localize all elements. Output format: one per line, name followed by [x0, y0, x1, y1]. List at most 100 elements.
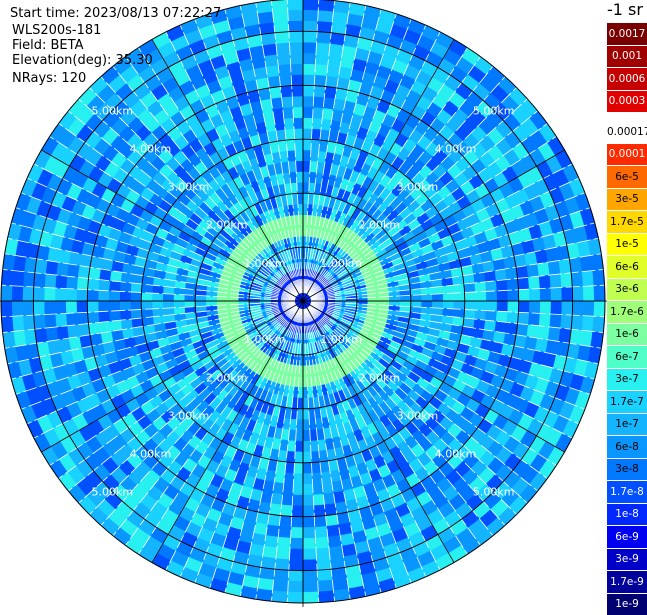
range-gate-cell: [34, 273, 46, 288]
colorbar-cell: 0.0017: [607, 22, 647, 45]
range-gate-cell: [464, 309, 475, 319]
range-gate-cell: [593, 269, 605, 285]
range-gate-cell: [277, 537, 291, 549]
range-gate-cell: [291, 516, 303, 527]
range-gate-cell: [289, 549, 303, 560]
colorbar-tick-label: 3e-6: [607, 282, 647, 296]
range-gate-cell: [56, 262, 68, 276]
range-gate-cell: [98, 290, 109, 301]
range-gate-cell: [131, 283, 142, 293]
range-gate-cell: [572, 286, 583, 301]
range-gate-cell: [303, 182, 309, 193]
range-gate-cell: [516, 266, 528, 279]
range-gate-cell: [33, 287, 44, 301]
colorbar-tick-label: 6e-5: [607, 170, 647, 184]
range-gate-cell: [131, 309, 142, 319]
range-gate-cell: [257, 11, 273, 24]
range-gate-cell: [287, 440, 295, 451]
range-gate-cell: [295, 139, 303, 150]
field-label: Field: BETA: [12, 38, 83, 53]
range-gate-cell: [551, 287, 562, 301]
range-gate-cell: [56, 326, 68, 340]
range-gate-cell: [292, 96, 303, 107]
range-gate-cell: [582, 316, 594, 332]
range-gate-cell: [287, 150, 295, 161]
range-gate-cell: [314, 516, 326, 528]
range-gate-cell: [464, 283, 475, 293]
range-gate-cell: [505, 267, 517, 279]
range-gate-cell: [540, 301, 551, 314]
range-gate-cell: [87, 290, 98, 301]
colorbar-tick-label: 6e-8: [607, 440, 647, 454]
range-gate-cell: [295, 150, 303, 161]
colorbar-tick-label: 1e-6: [607, 327, 647, 341]
range-gate-cell: [291, 527, 303, 538]
range-gate-cell: [303, 506, 314, 517]
range-gate-cell: [23, 286, 34, 301]
range-gate-cell: [55, 288, 66, 301]
range-gate-cell: [312, 473, 322, 484]
range-gate-cell: [141, 309, 152, 318]
range-gate-cell: [593, 316, 605, 332]
range-gate-cell: [287, 592, 303, 603]
range-gate-cell: [257, 578, 273, 591]
range-gate-cell: [288, 581, 303, 592]
range-gate-cell: [152, 285, 163, 293]
range-gate-cell: [442, 285, 453, 293]
range-ring-label: 3.00km: [397, 181, 439, 194]
range-gate-cell: [303, 549, 317, 560]
range-ring-label: 5.00km: [92, 104, 134, 117]
range-gate-cell: [163, 294, 174, 301]
range-ring-label: 1.00km: [244, 333, 286, 346]
range-gate-cell: [312, 118, 322, 129]
range-gate-cell: [303, 150, 311, 161]
range-gate-cell: [516, 324, 528, 337]
range-gate-cell: [23, 272, 35, 287]
range-gate-cell: [274, 569, 289, 581]
range-ring-label: 2.00km: [358, 371, 400, 384]
range-gate-cell: [324, 503, 336, 515]
range-gate-cell: [46, 327, 58, 342]
range-gate-cell: [303, 118, 313, 129]
range-gate-cell: [87, 301, 98, 312]
colorbar-tick-label: 0.00017: [607, 125, 647, 139]
range-gate-cell: [528, 313, 540, 326]
range-gate-cell: [314, 86, 326, 98]
range-gate-cell: [271, 591, 287, 603]
range-gate-cell: [1, 269, 13, 285]
range-gate-cell: [275, 32, 290, 44]
colorbar-gap: [607, 112, 647, 120]
range-ring-label: 3.00km: [168, 409, 210, 422]
range-gate-cell: [284, 118, 294, 129]
range-gate-cell: [303, 484, 313, 495]
range-gate-cell: [311, 462, 321, 473]
range-gate-cell: [303, 452, 311, 463]
range-gate-cell: [273, 580, 289, 592]
range-gate-cell: [303, 75, 315, 86]
range-gate-cell: [328, 535, 342, 547]
colorbar-tick-label: 1e-9: [607, 597, 647, 611]
range-gate-cell: [303, 570, 318, 581]
range-gate-cell: [317, 32, 332, 44]
range-gate-cell: [77, 301, 88, 313]
range-gate-cell: [285, 129, 295, 140]
range-gate-cell: [275, 558, 290, 570]
range-gate-cell: [46, 261, 58, 276]
range-gate-cell: [311, 139, 320, 150]
range-gate-cell: [508, 301, 519, 312]
range-gate-cell: [303, 85, 314, 96]
colorbar-tick-label: 3e-9: [607, 552, 647, 566]
range-gate-cell: [268, 76, 281, 88]
range-gate-cell: [293, 473, 303, 484]
nrays-label: NRays: 120: [12, 71, 86, 86]
range-gate-cell: [12, 286, 23, 301]
range-gate-cell: [289, 31, 303, 42]
colorbar-unit: -1 sr: [607, 0, 643, 19]
range-ring-label: 1.00km: [244, 257, 286, 270]
colorbar-cell: 6e-7: [607, 345, 647, 368]
range-gate-cell: [562, 287, 573, 301]
range-gate-cell: [303, 0, 319, 10]
range-gate-cell: [550, 314, 562, 328]
range-gate-cell: [274, 21, 289, 33]
range-gate-cell: [324, 86, 336, 98]
